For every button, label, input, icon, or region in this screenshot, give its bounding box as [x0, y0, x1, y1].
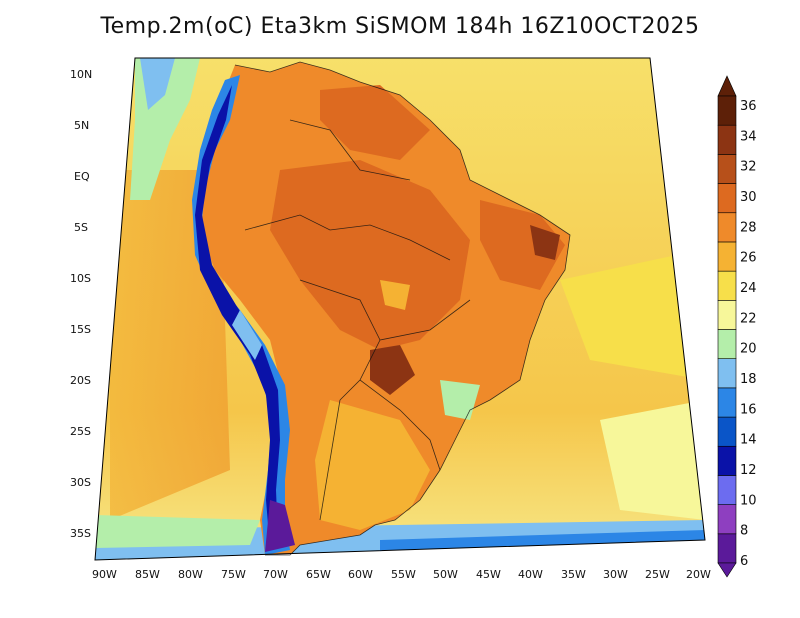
colorbar-label: 6: [740, 554, 748, 569]
lat-tick-label: EQ: [74, 170, 90, 183]
colorbar-label: 14: [740, 433, 757, 448]
lon-tick-label: 75W: [221, 568, 246, 581]
lon-tick-label: 20W: [686, 568, 711, 581]
colorbar-label: 26: [740, 251, 757, 266]
colorbar-label: 18: [740, 372, 757, 387]
colorbar-label: 22: [740, 311, 757, 326]
colorbar-min-arrow: [717, 562, 737, 578]
colorbar-label: 36: [740, 99, 757, 114]
colorbar-swatch: [717, 358, 737, 389]
lon-tick-label: 25W: [645, 568, 670, 581]
colorbar-swatch: [717, 154, 737, 184]
colorbar-swatch: [717, 329, 737, 359]
colorbar-label: 16: [740, 402, 757, 417]
colorbar-swatch: [717, 387, 737, 418]
colorbar-swatch: [717, 533, 737, 564]
latitude-axis: 10N 5N EQ 5S 10S 15S 20S 25S 30S 35S: [70, 68, 92, 540]
colorbar-swatch: [717, 241, 737, 272]
colorbar-label: 24: [740, 281, 757, 296]
lon-tick-label: 85W: [135, 568, 160, 581]
lon-tick-label: 90W: [92, 568, 117, 581]
lat-tick-label: 10N: [70, 68, 92, 81]
colorbar-label: 20: [740, 342, 757, 357]
colorbar-swatch: [717, 475, 737, 505]
colorbar-swatch: [717, 212, 737, 243]
colorbar-max-arrow: [717, 75, 737, 97]
colorbar: 36 34 32 30 28 26 24 22 20 18 16 14 12 10 8 6: [717, 75, 757, 578]
lon-tick-label: 80W: [178, 568, 203, 581]
longitude-axis: 90W 85W 80W 75W 70W 65W 60W 55W 50W 45W …: [92, 568, 711, 581]
colorbar-label: 12: [740, 463, 757, 478]
colorbar-label: 34: [740, 129, 757, 144]
colorbar-swatch: [717, 445, 737, 476]
map-field: [95, 58, 705, 560]
colorbar-swatch: [717, 416, 737, 447]
colorbar-swatch: [717, 300, 737, 330]
lon-tick-label: 70W: [263, 568, 288, 581]
lat-tick-label: 35S: [70, 527, 91, 540]
map-frame: [94, 57, 706, 561]
lon-tick-label: 50W: [433, 568, 458, 581]
country-borders: [234, 61, 571, 556]
lon-tick-label: 55W: [391, 568, 416, 581]
colorbar-swatch: [717, 183, 737, 214]
lat-tick-label: 20S: [70, 374, 91, 387]
colorbar-label: 8: [740, 524, 748, 539]
lat-tick-label: 15S: [70, 323, 91, 336]
colorbar-swatch: [717, 270, 737, 301]
lon-tick-label: 60W: [348, 568, 373, 581]
colorbar-label: 28: [740, 220, 757, 235]
colorbar-swatch: [717, 124, 737, 155]
colorbar-swatch: [717, 95, 737, 126]
lon-tick-label: 35W: [561, 568, 586, 581]
colorbar-label: 30: [740, 190, 757, 205]
lat-tick-label: 5S: [74, 221, 88, 234]
lat-tick-label: 5N: [74, 119, 89, 132]
colorbar-label: 32: [740, 160, 757, 175]
lon-tick-label: 40W: [518, 568, 543, 581]
lon-tick-label: 65W: [306, 568, 331, 581]
lat-tick-label: 30S: [70, 476, 91, 489]
lat-tick-label: 10S: [70, 272, 91, 285]
lon-tick-label: 30W: [603, 568, 628, 581]
map-title: Temp.2m(oC) Eta3km SiSMOM 184h 16Z10OCT2…: [100, 14, 700, 39]
colorbar-swatch: [717, 504, 737, 535]
colorbar-label: 10: [740, 493, 757, 508]
lon-tick-label: 45W: [476, 568, 501, 581]
lat-tick-label: 25S: [70, 425, 91, 438]
